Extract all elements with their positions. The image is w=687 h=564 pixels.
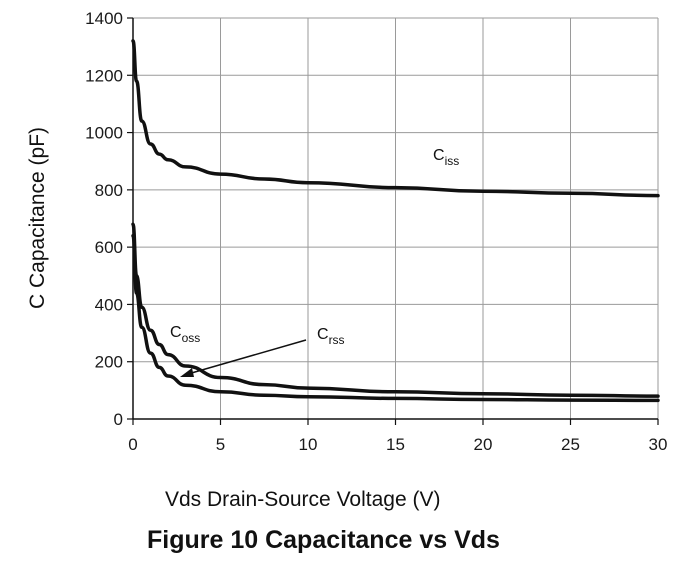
y-tick-label: 1200: [85, 66, 123, 85]
x-axis-title: Vds Drain-Source Voltage (V): [165, 488, 440, 511]
x-tick-label: 20: [474, 435, 493, 454]
x-tick-label: 0: [128, 435, 137, 454]
figure-caption: Figure 10 Capacitance vs Vds: [147, 526, 500, 554]
coss-label: Coss: [170, 324, 200, 345]
y-tick-label: 1400: [85, 9, 123, 28]
crss-pointer-line: [187, 339, 307, 375]
crss-label: Crss: [317, 326, 345, 347]
y-tick-label: 1000: [85, 124, 123, 143]
x-tick-label: 30: [649, 435, 668, 454]
series-line-ciss: [131, 39, 660, 198]
ciss-label: Ciss: [433, 147, 459, 168]
grid: [132, 17, 659, 420]
series-line-crss: [131, 233, 660, 403]
y-tick-label: 800: [95, 181, 123, 200]
x-tick-label: 15: [386, 435, 405, 454]
y-tick-label: 400: [95, 295, 123, 314]
crss-pointer-arrowhead: [180, 368, 194, 377]
x-tick-label: 10: [299, 435, 318, 454]
y-axis-title: C Capacitance (pF): [26, 127, 49, 309]
x-tick-labels: 0 5 10 15 20 25 30: [128, 419, 667, 454]
y-tick-label: 0: [114, 410, 123, 429]
x-tick-label: 5: [216, 435, 225, 454]
y-tick-labels: 0 200 400 600 800 1000 1200 1400: [85, 9, 133, 429]
series-line-coss: [131, 222, 660, 398]
series-lines: [131, 39, 660, 403]
y-tick-label: 200: [95, 353, 123, 372]
y-tick-label: 600: [95, 238, 123, 257]
x-tick-label: 25: [561, 435, 580, 454]
